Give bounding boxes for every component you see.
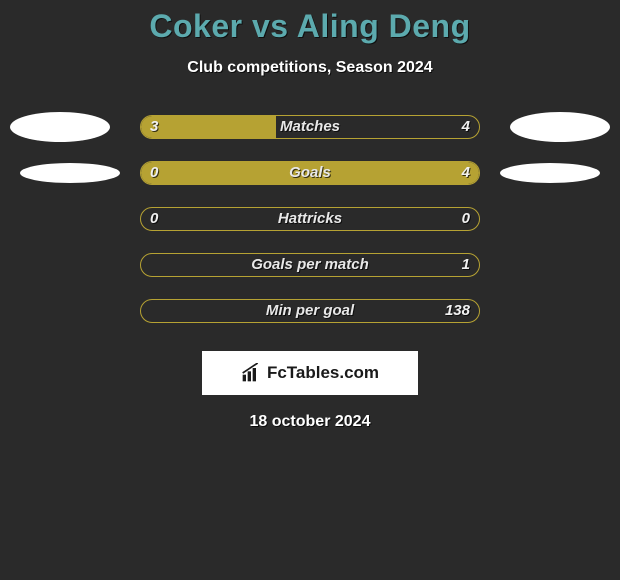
- bar-track: [140, 207, 480, 231]
- stat-value-right: 1: [462, 253, 470, 277]
- bar-track: [140, 161, 480, 185]
- stat-row: Min per goal138: [0, 299, 620, 323]
- bar-chart-icon: [241, 363, 261, 383]
- page-title: Coker vs Aling Deng: [0, 8, 620, 45]
- stat-row: Matches34: [0, 115, 620, 139]
- chart-area: Matches34Goals04Hattricks00Goals per mat…: [0, 115, 620, 323]
- bar-track: [140, 299, 480, 323]
- stat-value-right: 4: [462, 161, 470, 185]
- comparison-container: Coker vs Aling Deng Club competitions, S…: [0, 0, 620, 431]
- stat-row: Hattricks00: [0, 207, 620, 231]
- bar-track: [140, 253, 480, 277]
- subtitle: Club competitions, Season 2024: [0, 59, 620, 77]
- date-label: 18 october 2024: [0, 413, 620, 431]
- logo-text: FcTables.com: [267, 363, 379, 383]
- stat-value-right: 0: [462, 207, 470, 231]
- player-left-marker: [20, 163, 120, 183]
- bar-track: [140, 115, 480, 139]
- bar-fill-left: [141, 116, 276, 138]
- stat-value-right: 138: [445, 299, 470, 323]
- player-right-marker: [510, 112, 610, 142]
- bar-fill-right: [209, 162, 479, 184]
- stat-value-left: 0: [150, 161, 158, 185]
- logo-box: FcTables.com: [202, 351, 418, 395]
- stat-value-left: 3: [150, 115, 158, 139]
- stat-row: Goals04: [0, 161, 620, 185]
- stat-value-right: 4: [462, 115, 470, 139]
- player-left-marker: [10, 112, 110, 142]
- stat-value-left: 0: [150, 207, 158, 231]
- player-right-marker: [500, 163, 600, 183]
- stat-row: Goals per match1: [0, 253, 620, 277]
